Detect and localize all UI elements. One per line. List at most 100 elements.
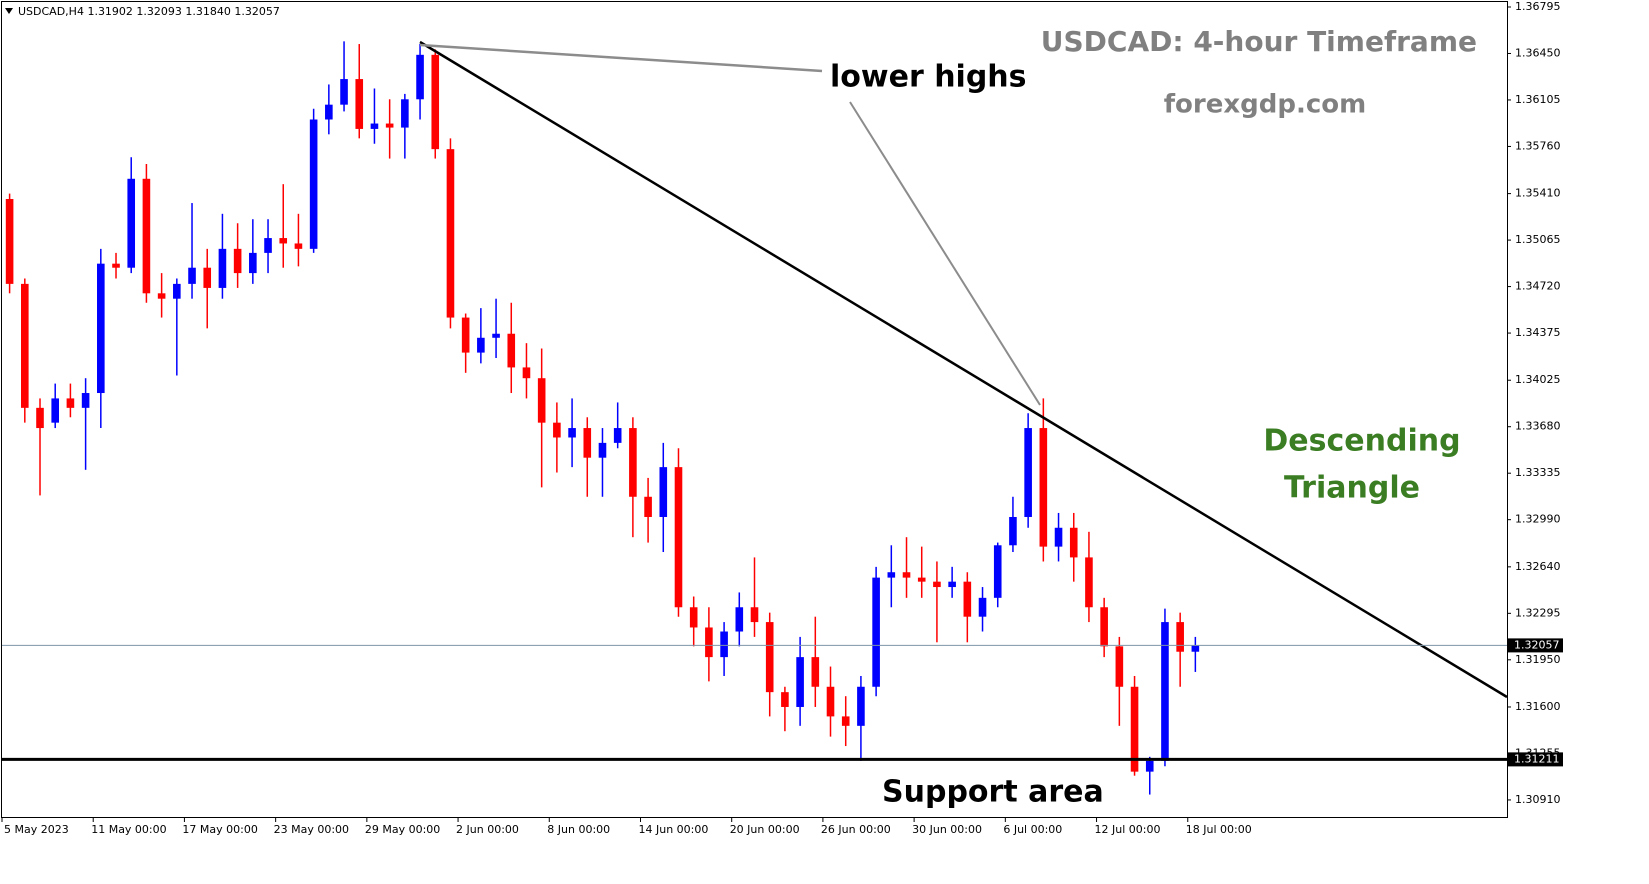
candle-body xyxy=(826,686,835,717)
candle-body xyxy=(218,248,227,288)
x-tick-label: 17 May 00:00 xyxy=(182,823,257,836)
y-tick-label: 1.33335 xyxy=(1515,466,1561,479)
price-box xyxy=(1508,638,1563,653)
candle-body xyxy=(461,317,470,353)
annotation: Support area xyxy=(882,775,1104,810)
candle-body xyxy=(507,333,516,368)
candle-body xyxy=(416,54,424,100)
y-tick-label: 1.32990 xyxy=(1515,513,1561,526)
marks xyxy=(5,41,1200,795)
y-tick-label: 1.33680 xyxy=(1515,420,1561,433)
chart-title: USDCAD: 4-hour Timeframe xyxy=(1041,25,1477,58)
annotation: Triangle xyxy=(1284,471,1420,506)
x-tick-label: 29 May 00:00 xyxy=(365,823,440,836)
y-tick-label: 1.36105 xyxy=(1515,93,1561,106)
candle-body xyxy=(1145,760,1154,772)
candle-body xyxy=(948,581,956,588)
candle-body xyxy=(188,267,196,284)
candle-body xyxy=(385,123,394,128)
y-tick-label: 1.35065 xyxy=(1515,233,1561,246)
candle-body xyxy=(51,398,60,423)
support-label: 1.31211 xyxy=(1514,752,1560,765)
candle-body xyxy=(431,54,440,150)
candle-body xyxy=(401,99,409,128)
candle-body xyxy=(81,393,90,408)
candle-body xyxy=(355,79,364,129)
candle-body xyxy=(568,428,576,438)
candle-body xyxy=(340,79,348,105)
candle-body xyxy=(66,398,75,408)
y-tick-label: 1.36450 xyxy=(1515,46,1561,59)
candle-body xyxy=(857,686,865,726)
pointer-line xyxy=(419,43,823,73)
y-tick-label: 1.32640 xyxy=(1515,560,1561,573)
candle-body xyxy=(97,263,105,394)
candle-body xyxy=(157,293,166,299)
candle-body xyxy=(294,243,303,249)
y-tick-label: 1.34720 xyxy=(1515,280,1561,293)
x-tick-label: 2 Jun 00:00 xyxy=(456,823,519,836)
candle-body xyxy=(705,627,713,658)
candle-body xyxy=(477,337,485,353)
candle-body xyxy=(127,178,136,268)
candle-body xyxy=(1069,527,1078,558)
candle-body xyxy=(36,407,44,429)
candle-body xyxy=(309,119,318,249)
candle-body xyxy=(249,252,257,274)
candle-body xyxy=(5,198,14,284)
candle-body xyxy=(522,367,531,379)
candle-body xyxy=(1176,622,1184,652)
candle-body xyxy=(112,263,120,268)
candle-body xyxy=(917,577,926,582)
x-tick-label: 8 Jun 00:00 xyxy=(547,823,610,836)
candle-body xyxy=(264,238,272,253)
candle-body xyxy=(1054,527,1063,547)
candle-body xyxy=(978,597,987,617)
candle-body xyxy=(796,657,804,707)
candle-body xyxy=(1191,645,1200,652)
candle-body xyxy=(872,577,880,687)
y-tick-label: 1.32295 xyxy=(1515,606,1561,619)
candle-body xyxy=(674,467,683,608)
candle-body xyxy=(446,149,455,318)
chart-header: USDCAD,H4 1.31902 1.32093 1.31840 1.3205… xyxy=(18,5,280,18)
x-tick-label: 6 Jul 00:00 xyxy=(1003,823,1062,836)
x-tick-label: 12 Jul 00:00 xyxy=(1095,823,1161,836)
candle-body xyxy=(142,178,151,294)
plot-frame xyxy=(1,1,1508,818)
candle-body xyxy=(1161,622,1169,761)
candle-body xyxy=(720,631,728,658)
x-tick-label: 18 Jul 00:00 xyxy=(1186,823,1252,836)
x-tick-label: 26 Jun 00:00 xyxy=(821,823,891,836)
y-tick-label: 1.31600 xyxy=(1515,700,1561,713)
candle-body xyxy=(735,607,744,632)
annotation: Descending xyxy=(1263,424,1460,459)
candle-body xyxy=(279,238,288,244)
y-tick-label: 1.30910 xyxy=(1515,793,1561,806)
x-tick-label: 30 Jun 00:00 xyxy=(912,823,982,836)
x-tick-label: 20 Jun 00:00 xyxy=(730,823,800,836)
x-tick-label: 5 May 2023 xyxy=(4,823,69,836)
candle-body xyxy=(21,283,29,408)
candle-body xyxy=(841,716,850,726)
candle-body xyxy=(781,692,789,707)
candle-body xyxy=(659,467,668,517)
candle-body xyxy=(1115,646,1124,687)
candle-body xyxy=(644,496,652,517)
y-tick-label: 1.34375 xyxy=(1515,326,1561,339)
candle-body xyxy=(750,607,759,623)
candle-body xyxy=(370,123,379,129)
menu-arrow xyxy=(5,8,13,14)
candle-body xyxy=(537,378,546,423)
candle-body xyxy=(933,581,941,588)
price-label: 1.32057 xyxy=(1514,638,1560,651)
x-tick-label: 11 May 00:00 xyxy=(91,823,166,836)
x-tick-label: 14 Jun 00:00 xyxy=(638,823,708,836)
candle-body xyxy=(553,422,561,438)
candle-body xyxy=(963,581,972,617)
y-tick-label: 1.35410 xyxy=(1515,187,1561,200)
annotation: lower highs xyxy=(830,60,1027,95)
candle-body xyxy=(492,333,500,338)
candle-body xyxy=(1024,428,1032,517)
